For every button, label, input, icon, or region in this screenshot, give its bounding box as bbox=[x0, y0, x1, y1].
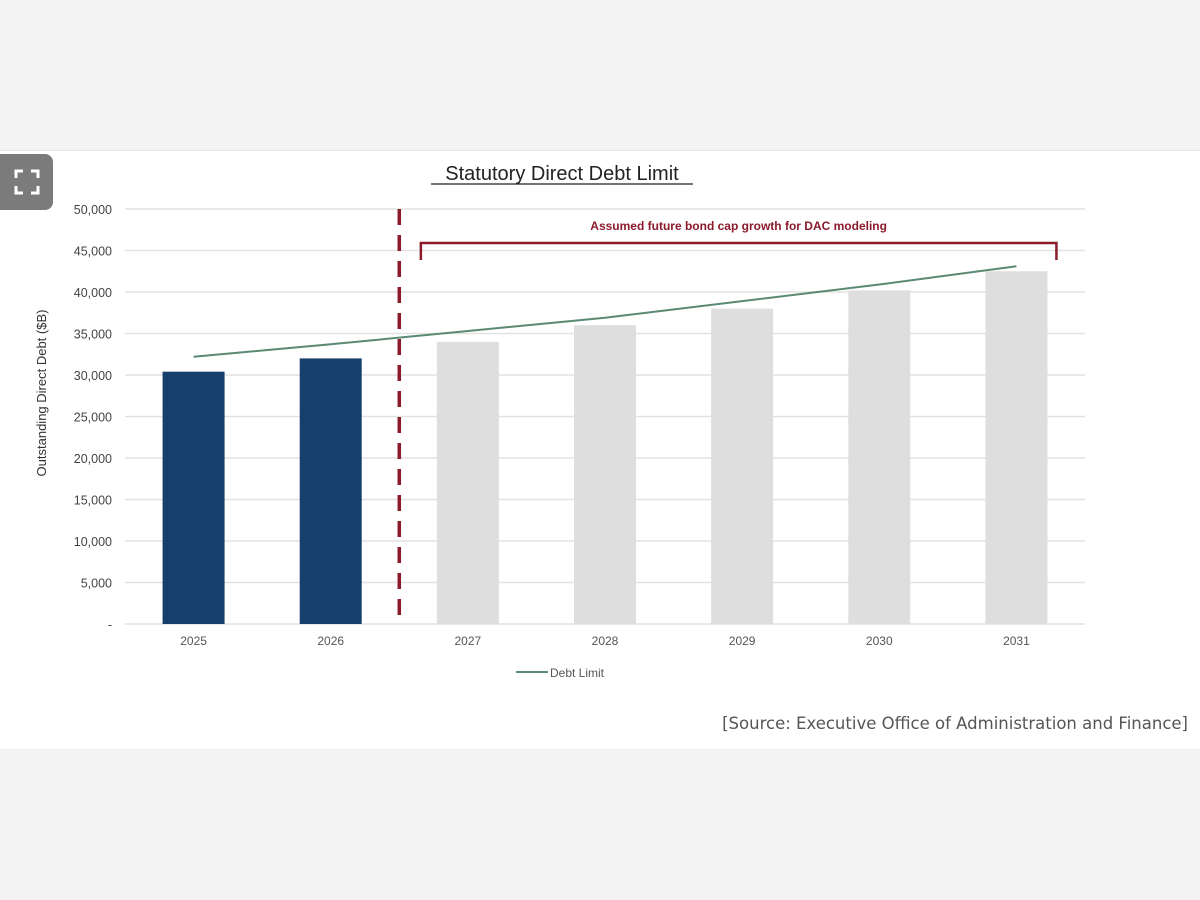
annotation-label: Assumed future bond cap growth for DAC m… bbox=[590, 219, 887, 233]
x-tick-label: 2031 bbox=[1003, 634, 1030, 648]
bar-2028 bbox=[574, 325, 636, 624]
y-tick-label: 5,000 bbox=[81, 577, 112, 591]
y-tick-label: 45,000 bbox=[74, 245, 112, 259]
x-tick-label: 2029 bbox=[729, 634, 756, 648]
y-tick-label: 35,000 bbox=[74, 328, 112, 342]
annotation-bracket bbox=[419, 241, 1058, 260]
legend-label-debt-limit: Debt Limit bbox=[550, 666, 605, 680]
x-tick-label: 2025 bbox=[180, 634, 207, 648]
x-tick-label: 2028 bbox=[592, 634, 619, 648]
y-tick-label: 10,000 bbox=[74, 535, 112, 549]
y-tick-label: 20,000 bbox=[74, 452, 112, 466]
y-tick-label: - bbox=[108, 618, 112, 632]
x-tick-label: 2030 bbox=[866, 634, 893, 648]
y-tick-label: 25,000 bbox=[74, 411, 112, 425]
bar-chart: Statutory Direct Debt Limit Outstanding … bbox=[34, 163, 1085, 680]
bar-2025 bbox=[162, 371, 225, 624]
bar-2027 bbox=[436, 341, 499, 624]
y-tick-label: 30,000 bbox=[74, 369, 112, 383]
x-tick-label: 2027 bbox=[455, 634, 482, 648]
expand-button[interactable] bbox=[0, 154, 53, 210]
bar-2030 bbox=[848, 290, 911, 624]
x-tick-label: 2026 bbox=[317, 634, 344, 648]
y-tick-label: 50,000 bbox=[74, 203, 112, 217]
expand-icon bbox=[14, 169, 39, 195]
source-caption: [Source: Executive Office of Administrat… bbox=[722, 714, 1188, 733]
chart-title: Statutory Direct Debt Limit bbox=[445, 163, 679, 185]
y-tick-label: 40,000 bbox=[74, 286, 112, 300]
bar-2026 bbox=[299, 358, 362, 624]
bar-2029 bbox=[711, 308, 774, 624]
y-tick-label: 15,000 bbox=[74, 494, 112, 508]
y-axis-label: Outstanding Direct Debt ($B) bbox=[34, 310, 49, 477]
bar-2031 bbox=[985, 271, 1048, 624]
